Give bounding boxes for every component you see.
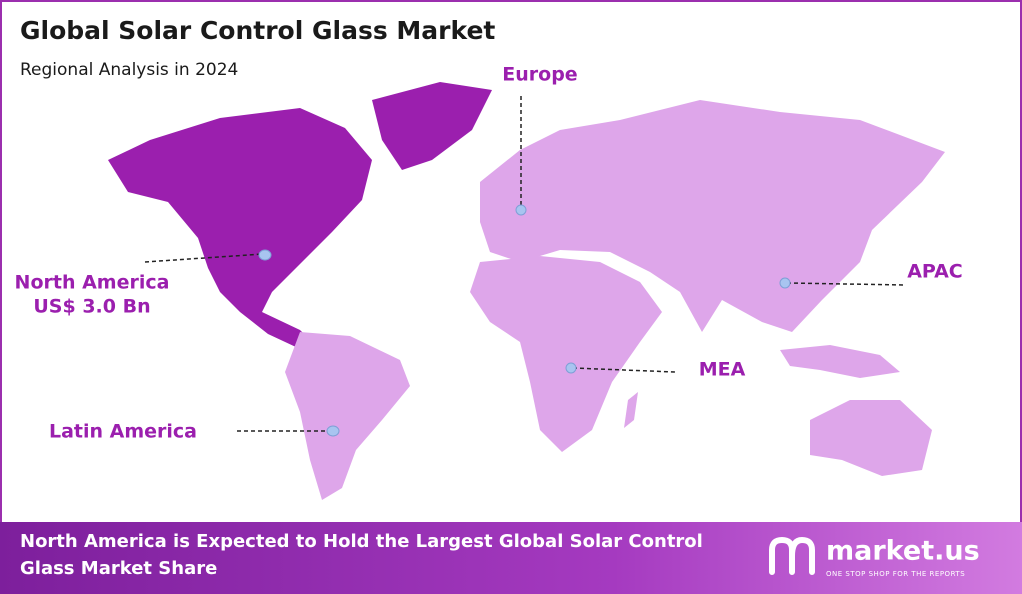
europe-marker [515,204,527,216]
apac-marker [779,277,791,289]
africa [470,256,662,452]
greenland [372,82,492,170]
title: Global Solar Control Glass Market [20,16,495,45]
logo-icon [769,536,815,575]
north-america-connector [144,253,264,263]
region-label: MEA [699,359,746,381]
madagascar [624,392,638,428]
footer-band [0,522,1022,594]
region-label: North America [15,272,170,294]
logo-text: market.us [826,536,980,567]
australia [810,400,932,476]
north-america [108,108,372,348]
north-america-marker [258,249,272,261]
connectors [144,96,906,432]
subtitle: Regional Analysis in 2024 [20,60,238,80]
southeast-asia-islands [780,345,900,378]
region-label: APAC [907,261,963,283]
apac-connector [786,282,906,286]
logo: market.us ONE STOP SHOP FOR THE REPORTS [769,536,980,578]
footer-text-box: North America is Expected to Hold the La… [20,531,703,579]
continents [108,82,945,500]
region-label: Latin America [49,421,197,443]
mea-connector [572,367,676,373]
mea-marker [565,362,577,374]
logo-tagline: ONE STOP SHOP FOR THE REPORTS [826,570,965,578]
latin-america-marker [326,425,340,437]
footer-text: North America is Expected to Hold the La… [20,531,703,579]
region-label: Europe [502,64,577,86]
south-america [285,332,410,500]
region-value: US$ 3.0 Bn [33,296,150,318]
markers [258,204,791,437]
eurasia [480,100,945,332]
